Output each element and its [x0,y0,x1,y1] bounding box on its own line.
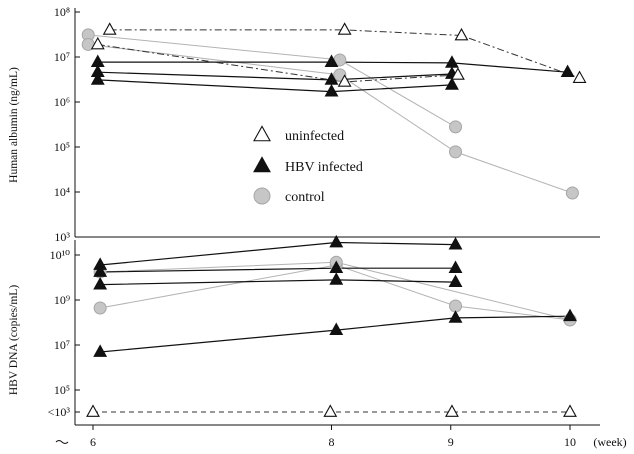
hbv-dna-point-hbv-infected [329,272,344,285]
hbv-dna-series-line-control [100,264,571,321]
albumin-panel: 10⁸ 10⁷ 10⁶ 10⁵ 10⁴ 10³ Human albumin (ng/mL) [8,5,600,244]
albumin-point-uninfected [337,74,352,87]
albumin-point-hbv-infected [445,77,459,90]
hbv-dna-point-uninfected [86,404,100,417]
albumin-point-hbv-infected [445,55,459,68]
albumin-y-tick-label: 10³ [54,230,70,244]
hbv-dna-y-axis-title: HBV DNA (copies/mL) [8,285,20,395]
hbv-dna-point-hbv-infected [329,234,344,248]
legend-entry-control: control [253,187,325,205]
albumin-point-hbv-infected [324,54,339,67]
hbv-dna-y-tick-label: 10⁹ [54,293,70,307]
x-axis-ticks: 6 8 9 10 (week) [55,425,627,449]
albumin-y-tick-label: 10⁴ [54,185,70,199]
albumin-point-hbv-infected [560,64,575,78]
legend-marker-control-icon [253,187,271,205]
albumin-y-axis-title: Human albumin (ng/mL) [8,67,20,183]
legend-marker-uninfected-icon [253,125,271,142]
hbv-dna-y-tick-label: 10⁵ [54,383,70,397]
albumin-point-uninfected [337,22,352,35]
hbv-dna-point-hbv-infected [329,322,344,335]
albumin-y-tick-label: 10⁶ [54,95,70,109]
albumin-point-uninfected [90,36,105,50]
hbv-dna-series-line-hbv-infected [100,315,571,353]
albumin-point-control [449,145,463,159]
hbv-dna-point-hbv-infected [93,344,108,357]
hbv-dna-panel: 10¹⁰ 10⁹ 10⁷ 10⁵ <10³ HBV DNA (copies/mL) [8,234,600,426]
hbv-dna-series-markers [86,234,577,417]
hbv-dna-y-tick-label: 10¹⁰ [50,248,71,262]
albumin-series-line-hbv-infected [97,79,452,93]
albumin-y-tick-label: 10⁷ [54,50,70,64]
legend-entry-hbv-infected: HBV infected [253,156,363,175]
albumin-series-markers [81,22,587,200]
albumin-series-line-hbv-infected [97,61,568,73]
hbv-dna-point-hbv-infected [448,237,463,250]
hbv-dna-series-line-hbv-infected [100,279,456,286]
legend-label: control [285,190,325,205]
albumin-series-line-control [88,34,456,128]
hbv-dna-point-control [449,299,463,313]
albumin-point-control [565,186,579,200]
x-tick-label: 8 [329,435,335,449]
hbv-dna-point-uninfected [445,404,459,417]
albumin-point-control [449,120,463,134]
hbv-dna-point-uninfected [323,404,338,417]
x-tick-label: 6 [90,435,96,449]
hbv-dna-series-line-hbv-infected [100,241,456,266]
hbv-dna-point-control [93,301,107,315]
x-axis-unit: (week) [593,435,626,449]
hbv-dna-point-hbv-infected [93,264,108,277]
albumin-series-line-control [88,44,573,194]
x-tick-label: 10 [564,435,576,449]
albumin-y-tick-label: 10⁵ [54,140,70,154]
axis-break-icon [55,440,69,444]
hbv-dna-point-hbv-infected [448,310,463,323]
legend: uninfected HBV infected control [253,125,363,205]
hbv-dna-y-tick-label: 10⁷ [54,338,70,352]
albumin-point-uninfected [450,67,465,80]
hbv-dna-point-hbv-infected [448,274,463,287]
albumin-series-line-uninfected [97,44,458,83]
x-tick-label: 9 [448,435,454,449]
hbv-dna-point-hbv-infected [448,260,463,274]
legend-marker-hbv-infected-icon [253,156,271,173]
albumin-point-hbv-infected [90,72,105,85]
legend-entry-uninfected: uninfected [253,125,344,144]
hbv-dna-point-hbv-infected [563,308,577,322]
albumin-point-uninfected [572,70,587,83]
hbv-dna-point-uninfected [563,404,577,417]
hbv-dna-y-tick-label: <10³ [48,405,71,419]
albumin-y-tick-label: 10⁸ [54,5,70,19]
albumin-point-hbv-infected [324,84,339,97]
albumin-point-uninfected [454,27,469,41]
legend-label: HBV infected [285,160,363,175]
legend-label: uninfected [285,129,344,144]
hbv-dna-point-hbv-infected [93,276,108,290]
albumin-point-uninfected [102,22,117,35]
